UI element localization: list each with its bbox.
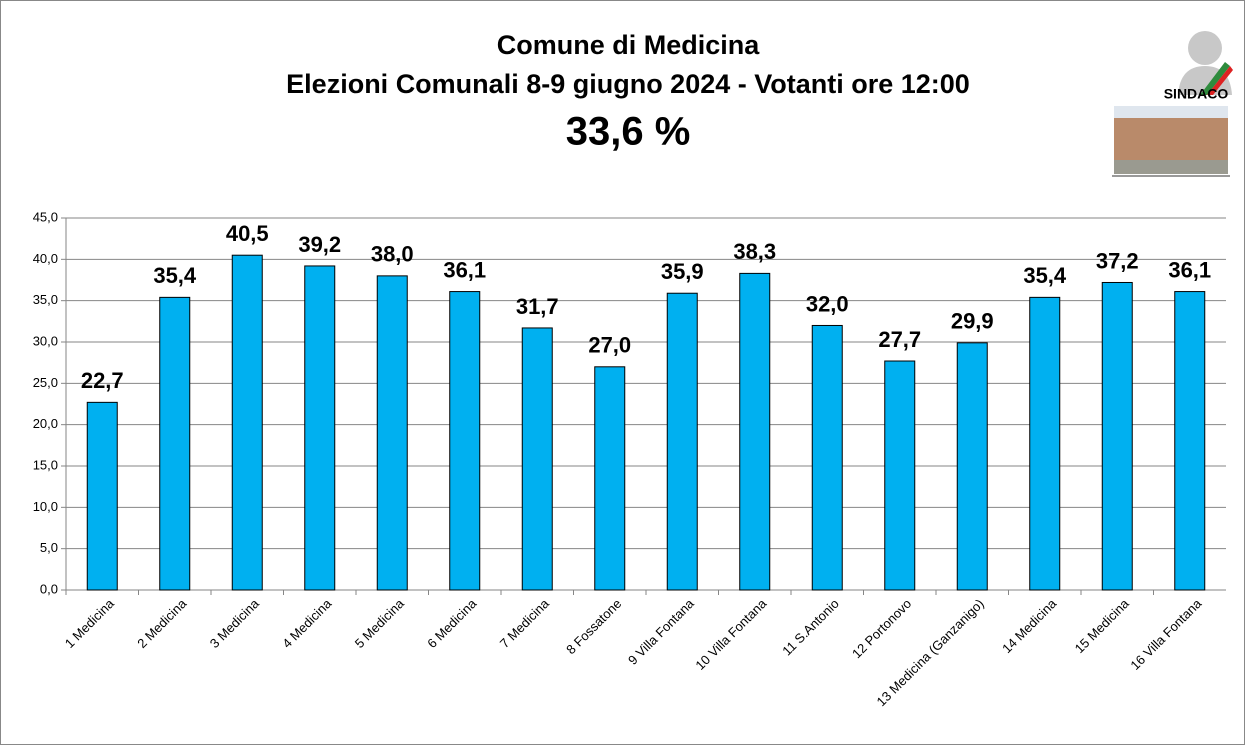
y-tick-label: 35,0: [33, 292, 58, 307]
value-label: 38,0: [371, 242, 414, 267]
value-label: 37,2: [1096, 248, 1139, 273]
value-label: 27,0: [588, 333, 631, 358]
chart: Comune di Medicina Elezioni Comunali 8-9…: [0, 0, 1245, 745]
total-annotation: 33,6 %: [566, 110, 691, 154]
bar: [232, 255, 262, 590]
bar: [957, 343, 987, 590]
value-label: 40,5: [226, 221, 269, 246]
bar: [1175, 292, 1205, 590]
y-tick-label: 25,0: [33, 375, 58, 390]
chart-subtitle: Elezioni Comunali 8-9 giugno 2024 - Vota…: [286, 69, 970, 99]
value-label: 31,7: [516, 294, 559, 319]
value-label: 36,1: [1168, 257, 1211, 282]
bar: [522, 328, 552, 590]
y-tick-label: 40,0: [33, 251, 58, 266]
value-label: 38,3: [733, 239, 776, 264]
y-tick-label: 5,0: [40, 540, 58, 555]
bar: [667, 293, 697, 590]
value-label: 22,7: [81, 368, 124, 393]
page: {"chart_data": {"type": "bar", "title": …: [0, 0, 1245, 745]
y-tick-label: 45,0: [33, 209, 58, 224]
bar: [1030, 297, 1060, 590]
bar: [740, 273, 770, 590]
value-label: 27,7: [878, 327, 921, 352]
y-tick-label: 15,0: [33, 457, 58, 472]
value-label: 39,2: [298, 232, 341, 257]
value-label: 35,4: [153, 263, 197, 288]
logo-head: [1188, 31, 1222, 65]
logo-street: [1114, 160, 1228, 174]
logo-text: SINDACO: [1164, 86, 1229, 102]
bar: [450, 292, 480, 590]
logo-sky: [1114, 106, 1228, 118]
value-label: 29,9: [951, 309, 994, 334]
y-tick-label: 30,0: [33, 333, 58, 348]
bar: [305, 266, 335, 590]
y-tick-label: 20,0: [33, 416, 58, 431]
value-label: 32,0: [806, 291, 849, 316]
y-tick-label: 10,0: [33, 499, 58, 514]
bar: [377, 276, 407, 590]
bar: [812, 325, 842, 590]
bar: [1102, 282, 1132, 590]
bar: [160, 297, 190, 590]
bar: [87, 402, 117, 590]
value-label: 35,4: [1023, 263, 1067, 288]
bar: [885, 361, 915, 590]
value-label: 35,9: [661, 259, 704, 284]
bar: [595, 367, 625, 590]
chart-title: Comune di Medicina: [497, 30, 761, 60]
value-label: 36,1: [443, 257, 486, 282]
y-tick-label: 0,0: [40, 581, 58, 596]
